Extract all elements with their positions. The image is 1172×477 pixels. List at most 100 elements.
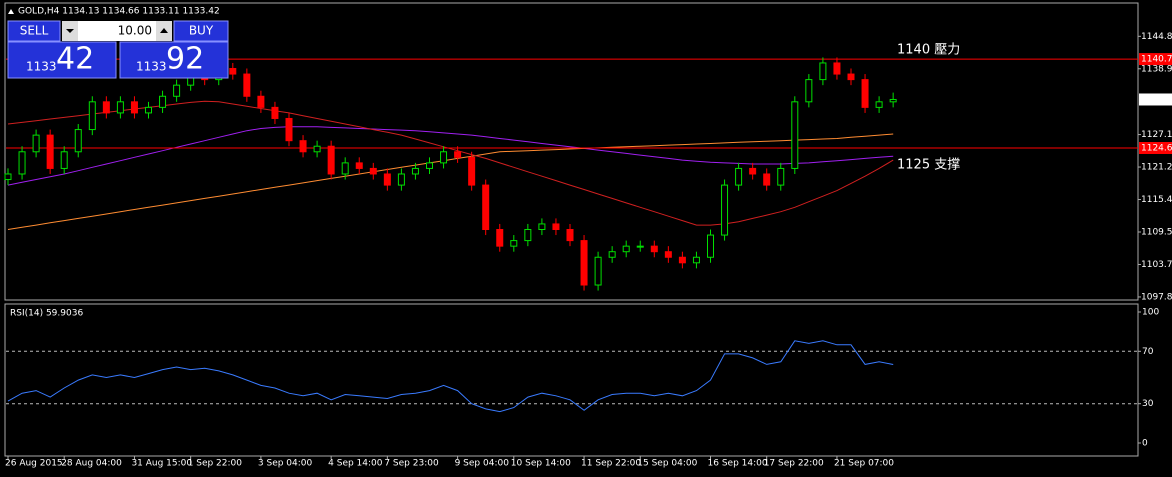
candle-body — [510, 240, 518, 247]
x-tick-label: 9 Sep 04:00 — [455, 459, 510, 469]
candle-body — [313, 145, 321, 153]
buy-button[interactable] — [173, 20, 229, 42]
candle-body — [566, 228, 574, 242]
x-tick-label: 10 Sep 14:00 — [511, 459, 571, 469]
candle-body — [130, 101, 138, 114]
candle-body — [4, 173, 12, 181]
candle-body — [102, 101, 110, 114]
y-tick-label: 1127.10 — [1141, 130, 1172, 140]
candle-body — [88, 101, 96, 131]
x-tick-label: 17 Sep 22:00 — [764, 459, 824, 469]
x-tick-label: 16 Sep 14:00 — [708, 459, 768, 469]
candle-body — [397, 173, 405, 186]
last-price-label: 1133.42 — [1141, 95, 1172, 105]
y-tick-label: 1144.80 — [1141, 32, 1172, 42]
candle-body — [369, 167, 377, 175]
candle-body — [46, 134, 54, 169]
x-tick-label: 21 Sep 07:00 — [834, 459, 894, 469]
candle-body — [721, 184, 729, 236]
bid-big: 1133 — [26, 60, 57, 74]
candle-body — [285, 117, 293, 142]
candle-body — [229, 68, 237, 75]
candle-body — [74, 129, 82, 153]
y-tick-label: 1109.55 — [1141, 227, 1172, 237]
candle-body — [791, 101, 799, 169]
candle-body — [440, 151, 448, 164]
candle-body — [636, 245, 644, 248]
candle-body — [32, 134, 40, 153]
candle-body — [383, 173, 391, 186]
moving-average — [7, 126, 894, 186]
chart-title: GOLD,H4 1134.13 1134.66 1133.11 1133.42 — [18, 7, 220, 17]
last-price-tag — [1139, 93, 1172, 106]
candle-body — [116, 101, 124, 114]
candle-body — [692, 256, 700, 264]
down-arrow — [66, 29, 74, 33]
candle-body — [482, 184, 490, 230]
candle-body — [889, 98, 897, 103]
candle-body — [299, 140, 307, 153]
ask-big: 1133 — [136, 60, 167, 74]
annotation: 1140 壓力 — [897, 43, 960, 58]
lot-field[interactable] — [78, 21, 156, 41]
y-tick-label: 1138.95 — [1141, 64, 1172, 74]
candle-body — [819, 62, 827, 81]
candle-body — [243, 73, 251, 97]
candle-body — [580, 240, 588, 286]
rsi-line — [7, 340, 894, 413]
x-tick-label: 26 Aug 2015 — [5, 459, 63, 469]
collapse-icon[interactable] — [8, 9, 14, 14]
y-tick-label: 1115.40 — [1141, 195, 1172, 205]
ask-box[interactable] — [119, 41, 229, 79]
sell-button[interactable] — [7, 20, 61, 42]
candle-body — [454, 151, 462, 158]
candle-body — [847, 73, 855, 81]
ask-small: 92 — [166, 42, 204, 77]
x-tick-label: 1 Sep 22:00 — [188, 459, 243, 469]
candle-body — [594, 256, 602, 286]
level-label: 1124.68 — [1141, 144, 1172, 154]
main-panel — [4, 2, 1139, 301]
candle-body — [18, 151, 26, 175]
candle-body — [875, 101, 883, 108]
candle-body — [608, 251, 616, 258]
candle-body — [678, 256, 686, 264]
candle-body — [355, 162, 363, 169]
candle-body — [145, 106, 152, 114]
candle-body — [538, 223, 546, 230]
candle-body — [861, 79, 869, 108]
x-tick-label: 4 Sep 14:00 — [328, 459, 383, 469]
candle-body — [327, 145, 335, 175]
candle-body — [341, 162, 349, 175]
candle-body — [496, 228, 504, 247]
candle-body — [777, 167, 785, 186]
plot: 1144.80 1138.95 1127.10 1121.25 1115.40 1109.… — [4, 32, 1172, 469]
candle-body — [805, 79, 813, 103]
y-tick-label: 0 — [1142, 439, 1148, 449]
sell-label: SELL — [20, 24, 49, 38]
bid-small: 42 — [56, 42, 94, 77]
level-label: 1140.70 — [1141, 55, 1172, 65]
candle-body — [707, 234, 714, 258]
candle-body — [426, 162, 433, 169]
up-arrow — [160, 28, 168, 33]
candle-body — [257, 95, 265, 108]
candle-body — [60, 151, 68, 169]
candle-body — [173, 84, 181, 97]
level-tag — [1139, 142, 1172, 155]
rsi-title: RSI(14) 59.9036 — [10, 309, 83, 319]
y-tick-label: 1097.85 — [1141, 292, 1172, 302]
moving-average — [7, 100, 894, 226]
candle-body — [552, 223, 560, 230]
candle-body — [763, 173, 771, 186]
rsi-panel — [4, 303, 1139, 457]
bid-box[interactable] — [7, 41, 117, 79]
candle-body — [622, 245, 630, 253]
candle-body — [524, 228, 532, 242]
annotation: 1125 支撑 — [897, 158, 960, 173]
level-tag — [1139, 53, 1172, 66]
x-tick-label: 3 Sep 04:00 — [258, 459, 313, 469]
